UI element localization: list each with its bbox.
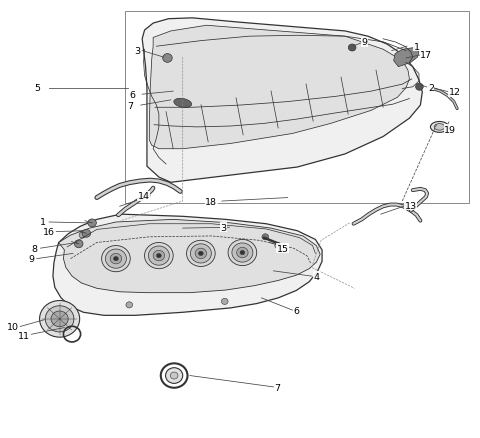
Text: 10: 10 <box>7 322 19 332</box>
Text: 2: 2 <box>428 84 434 93</box>
Text: 3: 3 <box>220 223 227 232</box>
Circle shape <box>102 246 130 272</box>
Polygon shape <box>142 19 422 183</box>
Circle shape <box>51 311 68 327</box>
Circle shape <box>82 230 91 238</box>
Circle shape <box>195 249 206 259</box>
Circle shape <box>126 302 132 308</box>
Text: 9: 9 <box>361 38 367 47</box>
Circle shape <box>148 247 169 265</box>
Circle shape <box>106 250 126 268</box>
Text: 6: 6 <box>130 91 136 99</box>
Text: 5: 5 <box>34 84 40 93</box>
Circle shape <box>39 301 80 337</box>
Circle shape <box>170 372 178 379</box>
Text: 14: 14 <box>138 192 150 201</box>
Text: 17: 17 <box>420 51 432 60</box>
Text: 13: 13 <box>405 201 417 210</box>
Polygon shape <box>394 48 419 67</box>
Circle shape <box>262 234 269 240</box>
Text: 4: 4 <box>313 272 319 281</box>
Text: 16: 16 <box>43 228 55 237</box>
Text: 7: 7 <box>127 101 133 110</box>
Text: 9: 9 <box>28 254 34 264</box>
Polygon shape <box>59 220 320 293</box>
Circle shape <box>191 244 211 263</box>
Circle shape <box>275 243 281 249</box>
Circle shape <box>144 243 173 269</box>
Text: 7: 7 <box>274 383 280 392</box>
Ellipse shape <box>174 99 192 108</box>
Circle shape <box>166 368 183 384</box>
Text: 8: 8 <box>32 244 38 253</box>
Circle shape <box>187 241 215 267</box>
Circle shape <box>74 240 83 248</box>
Ellipse shape <box>431 122 448 133</box>
Circle shape <box>348 45 356 52</box>
Text: 1: 1 <box>40 218 47 227</box>
Polygon shape <box>53 215 322 316</box>
Circle shape <box>237 248 248 258</box>
Circle shape <box>221 299 228 305</box>
Circle shape <box>228 240 257 266</box>
Text: 19: 19 <box>444 125 456 134</box>
Text: 12: 12 <box>449 88 461 97</box>
Circle shape <box>88 219 96 227</box>
Text: 1: 1 <box>414 42 420 52</box>
Circle shape <box>240 251 245 255</box>
Ellipse shape <box>434 124 445 131</box>
Text: 6: 6 <box>293 307 300 316</box>
Text: 11: 11 <box>18 331 30 340</box>
Circle shape <box>114 257 118 261</box>
Bar <box>125 12 469 204</box>
Circle shape <box>199 252 203 256</box>
Circle shape <box>79 233 86 239</box>
Text: 3: 3 <box>134 47 141 56</box>
Circle shape <box>416 84 423 91</box>
Circle shape <box>163 54 172 63</box>
Circle shape <box>232 244 253 262</box>
Circle shape <box>156 254 161 258</box>
Circle shape <box>110 254 121 264</box>
Polygon shape <box>149 26 409 149</box>
Circle shape <box>153 251 165 261</box>
Circle shape <box>45 306 74 332</box>
Text: 18: 18 <box>205 198 217 207</box>
Text: 15: 15 <box>277 244 289 253</box>
